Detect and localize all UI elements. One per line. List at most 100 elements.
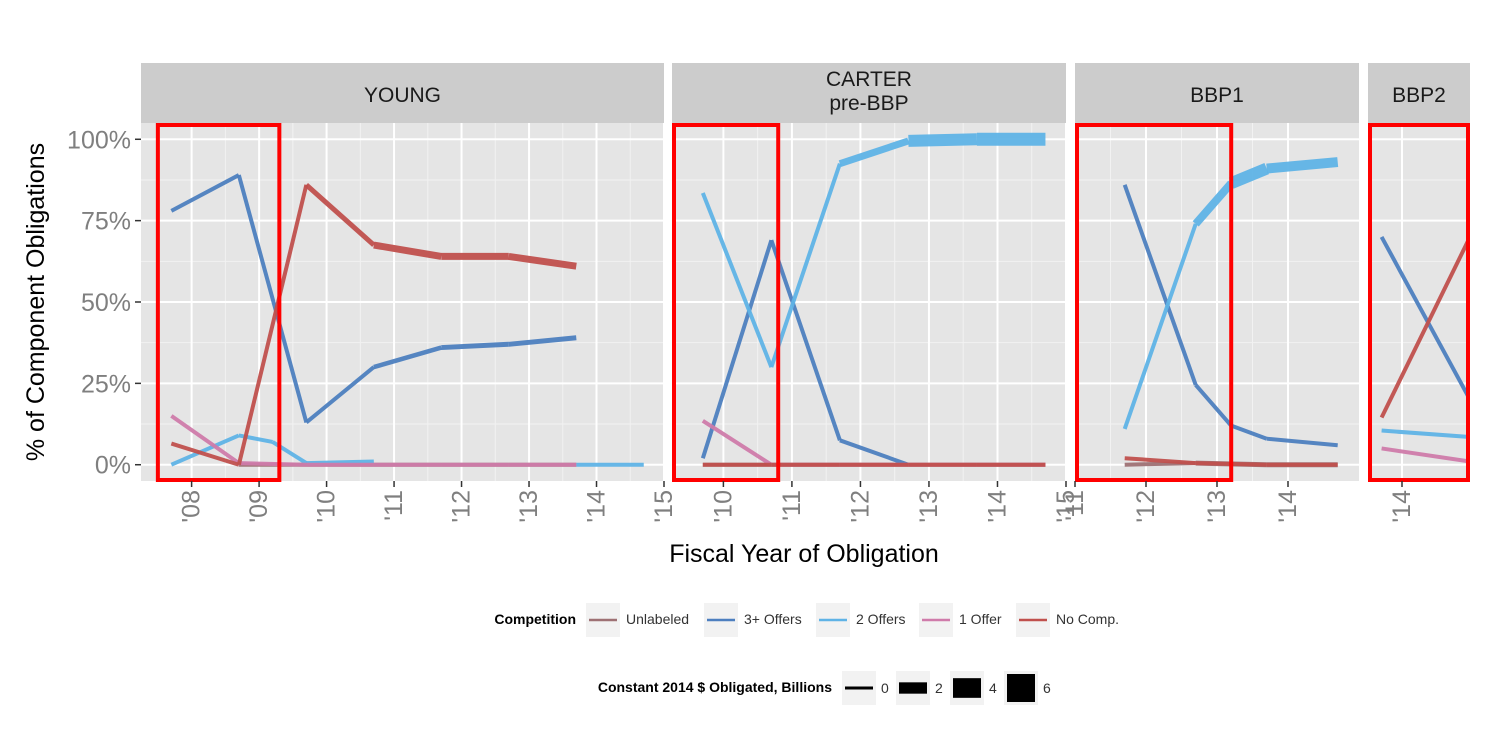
x-tick-label: '10 [709, 490, 737, 523]
x-tick-label: '14 [1274, 490, 1302, 523]
series-3plus-offers-segment [1266, 436, 1338, 448]
legend-label-2-offers: 2 Offers [856, 611, 906, 627]
panels-layer: YOUNG '08 '09 '10 '11 '12 '13 '14 '15 0% 25% 50% 75%… [67, 63, 1470, 523]
panel-strip [1075, 63, 1359, 123]
panel-strip-label: BBP2 [1392, 84, 1446, 107]
panel-strip-label: CARTER [826, 68, 912, 91]
y-axis-title: % of Component Obligations [22, 143, 50, 461]
series-3plus-offers-segment [373, 345, 442, 370]
panel-strip-label: pre-BBP [829, 92, 908, 115]
size-legend-label: 6 [1043, 680, 1051, 696]
series-2-offers-segment [170, 433, 240, 467]
highlight-box [1368, 123, 1470, 482]
x-tick-label: '14 [1388, 490, 1416, 523]
series-3plus-offers-segment [170, 173, 240, 213]
panel-strip [672, 63, 1066, 123]
panel-strip-label: YOUNG [364, 84, 441, 107]
panel-strip-label: BBP1 [1190, 84, 1244, 107]
highlight-box [155, 123, 282, 482]
x-axis-title: Fiscal Year of Obligation [669, 540, 939, 568]
series-no-comp-segment [236, 184, 309, 466]
size-legend-label: 0 [881, 680, 889, 696]
series-group [170, 173, 644, 467]
x-tick-label: '10 [313, 490, 341, 523]
x-tick-label: '14 [983, 490, 1011, 523]
series-group [1379, 235, 1470, 464]
y-tick-label: 75% [81, 208, 131, 236]
series-group [1122, 157, 1339, 468]
series-no-comp-segment [1379, 236, 1470, 419]
series-2-offers-segment [700, 192, 774, 368]
legend-label-no-comp: No Comp. [1056, 611, 1119, 627]
size-legend-swatch [953, 678, 981, 698]
competition-legend: Competition Unlabeled 3+ Offers 2 Offers 1 O… [494, 603, 1119, 637]
series-3plus-offers-segment [508, 335, 577, 347]
series-1-offer-segment [170, 414, 240, 465]
x-tick-label: '15 [650, 490, 678, 523]
series-3plus-offers-segment [1122, 184, 1198, 386]
legend-title: Constant 2014 $ Obligated, Billions [598, 679, 832, 695]
y-tick-label: 25% [81, 370, 131, 398]
y-tick-label: 50% [81, 289, 131, 317]
series-2-offers-segment [1266, 157, 1339, 174]
size-legend-label: 2 [935, 680, 943, 696]
series-2-offers-segment [1381, 428, 1470, 440]
series-3plus-offers-segment [700, 239, 774, 459]
series-no-comp-segment [373, 241, 442, 260]
series-3plus-offers-segment [1379, 235, 1470, 401]
size-legend-swatch [1007, 674, 1035, 702]
y-tick-label: 100% [67, 126, 131, 154]
series-3plus-offers-segment [236, 174, 309, 423]
series-3plus-offers-segment [839, 438, 910, 467]
series-2-offers-segment [1192, 180, 1235, 227]
legend-label-1-offer: 1 Offer [959, 611, 1002, 627]
series-3plus-offers-segment [1230, 423, 1268, 441]
series-1-offer-segment [1381, 446, 1470, 464]
series-3plus-offers-segment [1194, 383, 1233, 427]
series-2-offers-segment [769, 163, 842, 368]
x-tick-label: '11 [1061, 490, 1089, 521]
panel-strip [141, 63, 664, 123]
series-2-offers-segment [1122, 223, 1198, 430]
panel-young: YOUNG '08 '09 '10 '11 '12 '13 '14 '15 0% 25% 50% 75%… [67, 63, 678, 523]
x-tick-label: '12 [846, 490, 874, 523]
highlight-box [672, 123, 781, 482]
legend-label-unlabeled: Unlabeled [626, 611, 689, 627]
x-tick-label: '11 [778, 490, 806, 521]
legend-title: Competition [494, 611, 576, 627]
x-tick-label: '14 [583, 490, 611, 523]
x-tick-label: '12 [448, 490, 476, 523]
legend-label-3plus-offers: 3+ Offers [744, 611, 802, 627]
x-tick-label: '13 [915, 490, 943, 523]
series-3plus-offers-segment [441, 341, 509, 351]
series-2-offers-segment [838, 137, 910, 168]
size-legend: Constant 2014 $ Obligated, Billions 0 2 4 6 [598, 671, 1051, 705]
series-no-comp-segment [170, 441, 240, 467]
series-group [700, 132, 1046, 467]
size-legend-label: 4 [989, 680, 997, 696]
series-no-comp-segment [304, 182, 376, 247]
panel-bbp1: BBP1 '11 '12 '13 '14 [1061, 63, 1359, 523]
x-tick-label: '13 [515, 490, 543, 523]
panel-strip [1368, 63, 1470, 123]
panel-bbp2: BBP2 '14 [1368, 63, 1470, 523]
series-1-offer-segment [701, 419, 773, 467]
x-tick-label: '09 [245, 490, 273, 523]
x-tick-label: '15 [1052, 490, 1080, 523]
series-3plus-offers-segment [305, 365, 376, 424]
x-tick-label: '08 [178, 490, 206, 523]
y-tick-label: 0% [95, 452, 131, 480]
highlight-box [1075, 123, 1234, 482]
series-3plus-offers-segment [769, 239, 842, 441]
series-no-comp-segment [508, 252, 577, 270]
x-tick-label: '13 [1203, 490, 1231, 523]
x-tick-label: '12 [1132, 490, 1160, 523]
series-1-offer-segment [238, 461, 307, 467]
series-2-offers-segment [908, 133, 978, 147]
series-2-offers-segment [1228, 163, 1269, 189]
series-no-comp-segment [1124, 456, 1196, 466]
size-legend-swatch [845, 686, 873, 690]
size-legend-swatch [899, 682, 927, 694]
